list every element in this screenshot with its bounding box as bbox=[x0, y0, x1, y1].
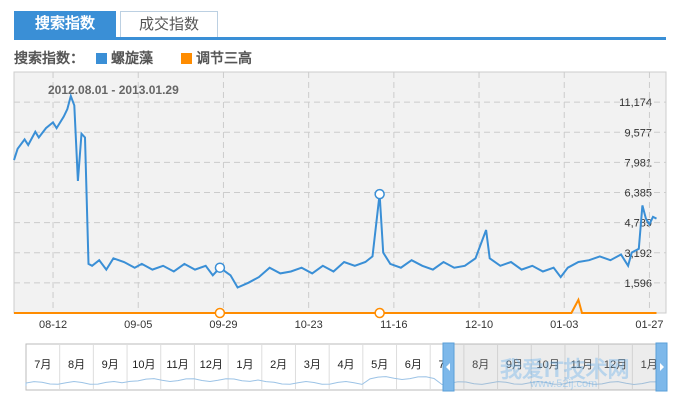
navigator-month: 9月 bbox=[506, 359, 523, 371]
series-line-1 bbox=[13, 92, 657, 289]
navigator-month: 11月 bbox=[166, 359, 188, 371]
navigator-month: 12月 bbox=[200, 359, 223, 371]
hover-marker bbox=[214, 307, 226, 319]
navigator-month: 7月 bbox=[34, 359, 51, 371]
navigator-month: 2月 bbox=[270, 359, 287, 371]
legend: 搜索指数： 螺旋藻 调节三高 bbox=[14, 48, 252, 68]
navigator-month: 5月 bbox=[371, 359, 388, 371]
navigator-month: 1月 bbox=[641, 359, 658, 371]
chevron-right-icon[interactable] bbox=[660, 363, 664, 371]
navigator-month: 9月 bbox=[102, 359, 119, 371]
x-tick-label: 01-03 bbox=[550, 319, 578, 331]
navigator-month: 1月 bbox=[236, 359, 253, 371]
watermark: 我爱IT技术网 bbox=[500, 357, 630, 382]
legend-swatch-orange bbox=[181, 52, 192, 64]
navigator-month: 3月 bbox=[304, 359, 321, 371]
hover-marker bbox=[214, 262, 226, 273]
navigator-month: 12月 bbox=[604, 359, 627, 371]
y-tick-label: 11,174 bbox=[619, 97, 652, 109]
x-tick-label: 10-23 bbox=[295, 319, 323, 331]
legend-prefix: 搜索指数： bbox=[14, 50, 84, 66]
legend-item-1[interactable]: 螺旋藻 bbox=[111, 50, 153, 66]
hover-marker bbox=[374, 307, 385, 319]
hover-marker bbox=[374, 188, 385, 200]
x-tick-label: 08-12 bbox=[39, 319, 67, 331]
navigator bbox=[25, 343, 667, 391]
navigator-series bbox=[25, 376, 667, 386]
tab-search-index[interactable]: 搜索指数 bbox=[14, 11, 116, 37]
legend-item-2[interactable]: 调节三高 bbox=[196, 50, 252, 66]
navigator-month: 10月 bbox=[536, 359, 559, 371]
tab-underline bbox=[14, 37, 666, 40]
navigator-month: 10月 bbox=[132, 359, 155, 371]
y-tick-label: 6,385 bbox=[624, 188, 652, 200]
y-tick-label: 7,981 bbox=[624, 157, 652, 169]
navigator-month: 8月 bbox=[68, 359, 85, 371]
watermark-url: www.52ij.com bbox=[530, 378, 598, 390]
navigator-month: 11月 bbox=[571, 359, 593, 371]
date-range-label: 2012.08.01 - 2013.01.29 bbox=[48, 83, 179, 97]
tab-deal-index[interactable]: 成交指数 bbox=[120, 11, 218, 37]
x-tick-label: 09-05 bbox=[124, 319, 152, 331]
navigator-month: 8月 bbox=[472, 359, 489, 371]
navigator-selection bbox=[444, 344, 666, 390]
series-line-2 bbox=[14, 297, 657, 314]
x-tick-label: 01-27 bbox=[635, 319, 663, 331]
chevron-left-icon[interactable] bbox=[446, 363, 450, 371]
y-tick-label: 4,789 bbox=[624, 218, 652, 230]
x-tick-label: 12-10 bbox=[465, 319, 493, 331]
x-tick-label: 11-16 bbox=[380, 319, 407, 331]
navigator-month: 6月 bbox=[405, 359, 422, 371]
x-tick-label: 09-29 bbox=[209, 319, 237, 331]
y-tick-label: 1,596 bbox=[624, 278, 652, 290]
legend-swatch-blue bbox=[96, 52, 107, 64]
navigator-month: 4月 bbox=[337, 359, 354, 371]
y-tick-label: 9,577 bbox=[624, 127, 652, 139]
